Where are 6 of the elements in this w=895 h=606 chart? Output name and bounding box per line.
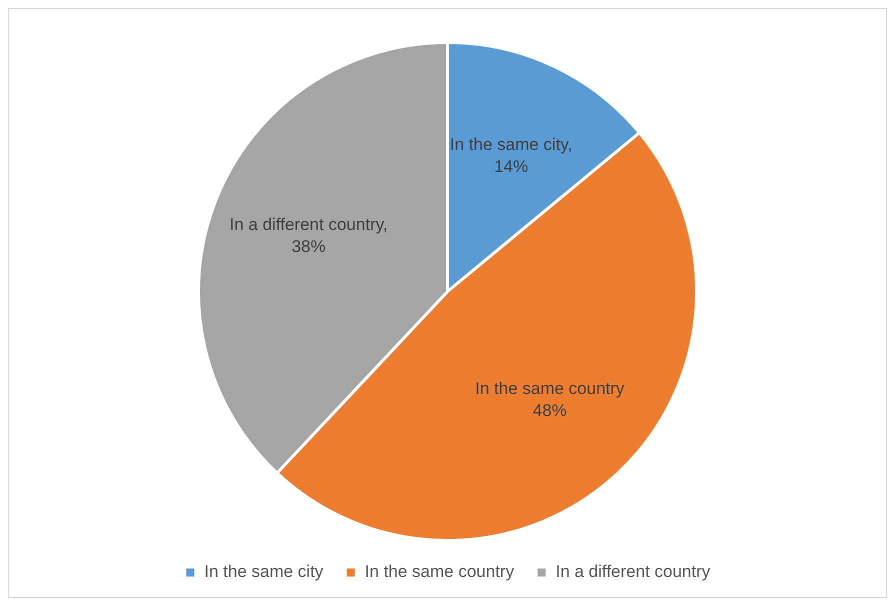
data-label: In the same city, 14% bbox=[450, 135, 572, 176]
data-label: In a different country, 38% bbox=[230, 215, 388, 256]
legend-label: In the same city bbox=[204, 562, 324, 582]
legend-label: In the same country bbox=[364, 562, 515, 582]
legend-label: In a different country bbox=[556, 562, 711, 582]
data-label: In the same country 48% bbox=[475, 379, 625, 420]
